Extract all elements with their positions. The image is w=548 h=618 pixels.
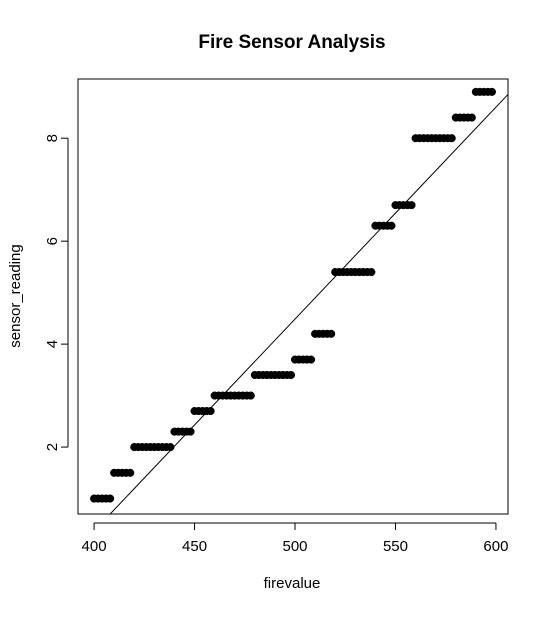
data-point bbox=[327, 329, 336, 338]
y-tick-label: 4 bbox=[44, 340, 61, 348]
chart-title: Fire Sensor Analysis bbox=[198, 32, 385, 53]
regression-line bbox=[109, 94, 508, 514]
y-tick-label: 6 bbox=[44, 237, 61, 245]
x-tick-label: 400 bbox=[82, 538, 107, 555]
data-point bbox=[387, 221, 396, 230]
data-point bbox=[166, 443, 175, 452]
plot-frame bbox=[77, 78, 509, 515]
data-point bbox=[487, 87, 496, 96]
data-point bbox=[367, 267, 376, 277]
x-tick-label: 450 bbox=[182, 538, 207, 555]
data-point bbox=[307, 355, 316, 364]
x-axis-label: firevalue bbox=[264, 575, 321, 592]
data-point bbox=[206, 406, 215, 416]
y-tick-label: 8 bbox=[44, 134, 61, 142]
x-tick-label: 500 bbox=[282, 538, 307, 555]
data-point bbox=[186, 427, 195, 436]
x-tick-label: 600 bbox=[483, 538, 508, 555]
data-point bbox=[467, 113, 476, 122]
data-point bbox=[286, 370, 296, 380]
data-point bbox=[126, 468, 135, 477]
data-point bbox=[246, 391, 255, 400]
plot-content: 400 450 500 550 600 2 4 6 8 bbox=[44, 78, 509, 555]
data-point bbox=[407, 201, 416, 210]
y-axis-label: sensor_reading bbox=[7, 244, 24, 347]
x-tick-label: 550 bbox=[383, 538, 408, 555]
data-point bbox=[447, 134, 456, 143]
data-point bbox=[106, 494, 115, 503]
y-tick-label: 2 bbox=[44, 443, 61, 451]
